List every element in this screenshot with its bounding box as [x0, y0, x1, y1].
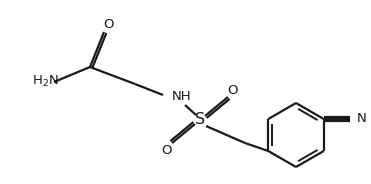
Text: NH: NH [172, 91, 192, 103]
Text: N: N [357, 112, 367, 125]
Text: O: O [228, 84, 238, 96]
Text: O: O [161, 144, 171, 158]
Text: O: O [103, 19, 113, 31]
Text: S: S [195, 112, 205, 128]
Text: H$_2$N: H$_2$N [32, 73, 59, 89]
